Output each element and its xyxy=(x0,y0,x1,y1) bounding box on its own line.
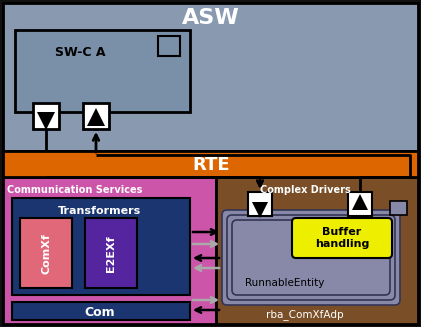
Text: SW-C A: SW-C A xyxy=(55,45,105,59)
Text: Transformers: Transformers xyxy=(59,206,141,216)
Bar xyxy=(3,3,418,151)
Bar xyxy=(20,218,72,288)
Text: RunnableEntity: RunnableEntity xyxy=(245,278,325,288)
Text: Com: Com xyxy=(85,305,115,318)
Text: RTE: RTE xyxy=(192,156,230,174)
Polygon shape xyxy=(37,112,55,130)
Bar xyxy=(158,36,180,56)
Text: Complex Drivers: Complex Drivers xyxy=(260,185,350,195)
Text: E2EXf: E2EXf xyxy=(106,236,116,272)
FancyBboxPatch shape xyxy=(232,220,390,295)
Bar xyxy=(390,201,407,215)
Polygon shape xyxy=(87,108,105,126)
Text: ComXf: ComXf xyxy=(41,233,51,274)
Bar xyxy=(3,151,418,177)
Polygon shape xyxy=(352,194,368,210)
Text: Buffer
handling: Buffer handling xyxy=(315,227,369,249)
Bar xyxy=(3,177,216,324)
FancyBboxPatch shape xyxy=(292,218,392,258)
Text: ASW: ASW xyxy=(182,8,240,28)
Text: Communication Services: Communication Services xyxy=(7,185,143,195)
FancyBboxPatch shape xyxy=(222,210,400,305)
Bar xyxy=(83,103,109,129)
Bar xyxy=(12,302,190,320)
Bar xyxy=(12,198,190,295)
Bar xyxy=(248,192,272,216)
Bar xyxy=(85,218,137,288)
Text: rba_ComXfAdp: rba_ComXfAdp xyxy=(266,310,344,320)
Polygon shape xyxy=(252,202,268,218)
Bar xyxy=(33,103,59,129)
FancyBboxPatch shape xyxy=(227,215,395,300)
Bar xyxy=(348,192,372,216)
Bar xyxy=(216,177,418,324)
Bar xyxy=(15,30,190,112)
